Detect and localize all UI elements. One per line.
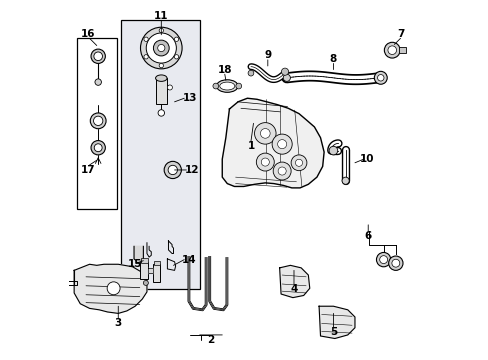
Polygon shape xyxy=(134,246,143,263)
Circle shape xyxy=(328,146,337,155)
Circle shape xyxy=(373,71,386,84)
Circle shape xyxy=(143,55,148,59)
Text: 12: 12 xyxy=(185,165,199,175)
Bar xyxy=(77,39,117,209)
Circle shape xyxy=(391,259,399,267)
Text: 3: 3 xyxy=(114,319,122,328)
Circle shape xyxy=(95,79,101,85)
Circle shape xyxy=(271,134,292,154)
Circle shape xyxy=(158,110,164,116)
Bar xyxy=(398,47,405,53)
Bar xyxy=(153,261,159,265)
Ellipse shape xyxy=(219,82,234,90)
Circle shape xyxy=(168,165,177,175)
Circle shape xyxy=(341,177,348,184)
Circle shape xyxy=(143,280,148,285)
Circle shape xyxy=(290,155,306,171)
Text: 13: 13 xyxy=(183,93,197,103)
Circle shape xyxy=(94,52,102,60)
Circle shape xyxy=(377,75,383,81)
Bar xyxy=(153,264,159,282)
Text: 7: 7 xyxy=(396,29,404,39)
Circle shape xyxy=(140,27,182,69)
Polygon shape xyxy=(319,306,354,338)
Circle shape xyxy=(164,161,181,179)
Text: 6: 6 xyxy=(364,231,371,240)
Circle shape xyxy=(273,162,290,180)
Circle shape xyxy=(384,42,399,58)
Circle shape xyxy=(146,33,176,63)
Circle shape xyxy=(91,49,105,63)
Polygon shape xyxy=(222,98,324,188)
Circle shape xyxy=(379,256,387,264)
Text: 1: 1 xyxy=(247,141,254,151)
Circle shape xyxy=(277,140,286,149)
Circle shape xyxy=(159,63,163,68)
Text: 5: 5 xyxy=(329,327,336,337)
Text: 16: 16 xyxy=(81,29,96,39)
Text: 17: 17 xyxy=(81,165,96,175)
Text: 11: 11 xyxy=(154,11,168,21)
Circle shape xyxy=(376,252,390,267)
Polygon shape xyxy=(147,268,153,273)
Circle shape xyxy=(174,55,178,59)
Bar xyxy=(140,262,148,279)
Text: 14: 14 xyxy=(181,255,196,265)
Circle shape xyxy=(90,113,106,129)
Ellipse shape xyxy=(216,80,238,92)
Circle shape xyxy=(167,85,172,90)
Ellipse shape xyxy=(155,75,167,81)
Circle shape xyxy=(388,256,402,270)
Circle shape xyxy=(281,68,288,75)
Circle shape xyxy=(295,159,302,166)
Text: 4: 4 xyxy=(290,284,297,294)
Circle shape xyxy=(387,46,396,54)
Text: 8: 8 xyxy=(329,54,336,64)
Circle shape xyxy=(94,144,102,152)
Circle shape xyxy=(91,140,105,155)
Text: 10: 10 xyxy=(359,154,374,164)
Circle shape xyxy=(254,123,276,144)
Circle shape xyxy=(256,153,274,171)
Circle shape xyxy=(260,129,269,138)
Text: 2: 2 xyxy=(206,334,214,345)
Text: 15: 15 xyxy=(128,259,142,269)
Circle shape xyxy=(107,282,120,295)
Polygon shape xyxy=(279,265,309,298)
Circle shape xyxy=(247,70,253,76)
Polygon shape xyxy=(74,264,147,314)
Circle shape xyxy=(283,74,290,81)
Bar xyxy=(155,78,167,104)
Circle shape xyxy=(235,83,241,89)
Text: 18: 18 xyxy=(217,64,231,75)
Bar xyxy=(140,258,147,263)
Circle shape xyxy=(93,116,102,126)
Text: 9: 9 xyxy=(264,50,271,60)
Circle shape xyxy=(278,167,285,175)
Bar xyxy=(121,21,199,289)
Circle shape xyxy=(212,83,218,89)
Circle shape xyxy=(159,28,163,33)
Circle shape xyxy=(158,44,164,51)
Circle shape xyxy=(153,40,169,56)
Circle shape xyxy=(174,37,178,41)
Circle shape xyxy=(261,158,269,166)
Circle shape xyxy=(143,37,148,41)
